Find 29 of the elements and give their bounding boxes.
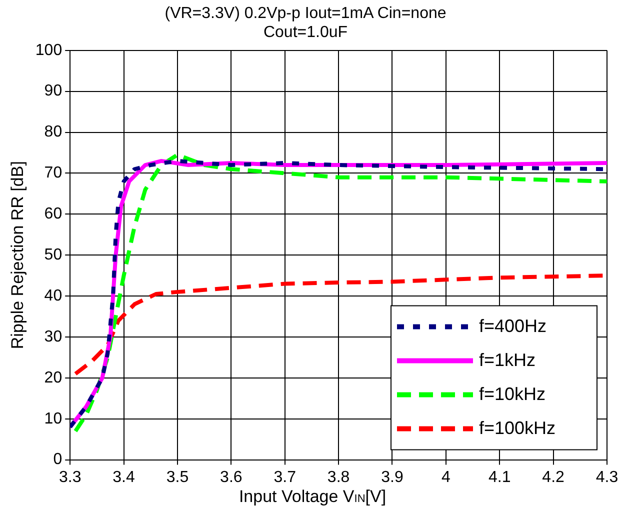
x-tick-label: 3.5 [166,468,189,486]
y-axis-title: Ripple Rejection RR [dB] [8,161,27,350]
x-tick-label: 4.2 [542,468,565,486]
y-tick-label: 60 [44,206,62,223]
x-tick-label: 3.3 [58,468,82,486]
x-tick-label: 3.8 [327,468,350,486]
y-tick-label: 40 [44,287,62,304]
y-tick-label: 20 [44,369,62,386]
y-tick-label: 80 [44,124,62,141]
y-tick-label: 0 [53,451,62,468]
legend-label: f=10kHz [479,384,546,404]
y-tick-label: 100 [35,42,62,59]
x-tick-label: 4.3 [596,468,618,486]
x-tick-label: 3.6 [220,468,242,486]
legend-label: f=100kHz [479,418,556,438]
x-tick-label: 3.4 [112,468,136,486]
legend-label: f=400Hz [479,316,547,336]
x-tick-label: 4 [441,468,450,486]
x-tick-label: 3.9 [381,468,404,486]
x-tick-label: 3.7 [274,468,296,486]
y-tick-label: 70 [44,164,62,182]
y-tick-label: 30 [44,328,62,346]
y-tick-label: 50 [44,246,62,264]
chart-subtitle: Cout=1.0uF [263,24,348,42]
legend-label: f=1kHz [479,350,536,370]
x-tick-label: 4.1 [488,468,511,486]
chart-title: (VR=3.3V) 0.2Vp-p Iout=1mA Cin=none [164,5,446,22]
y-tick-label: 10 [44,410,62,428]
y-tick-label: 90 [44,82,62,100]
